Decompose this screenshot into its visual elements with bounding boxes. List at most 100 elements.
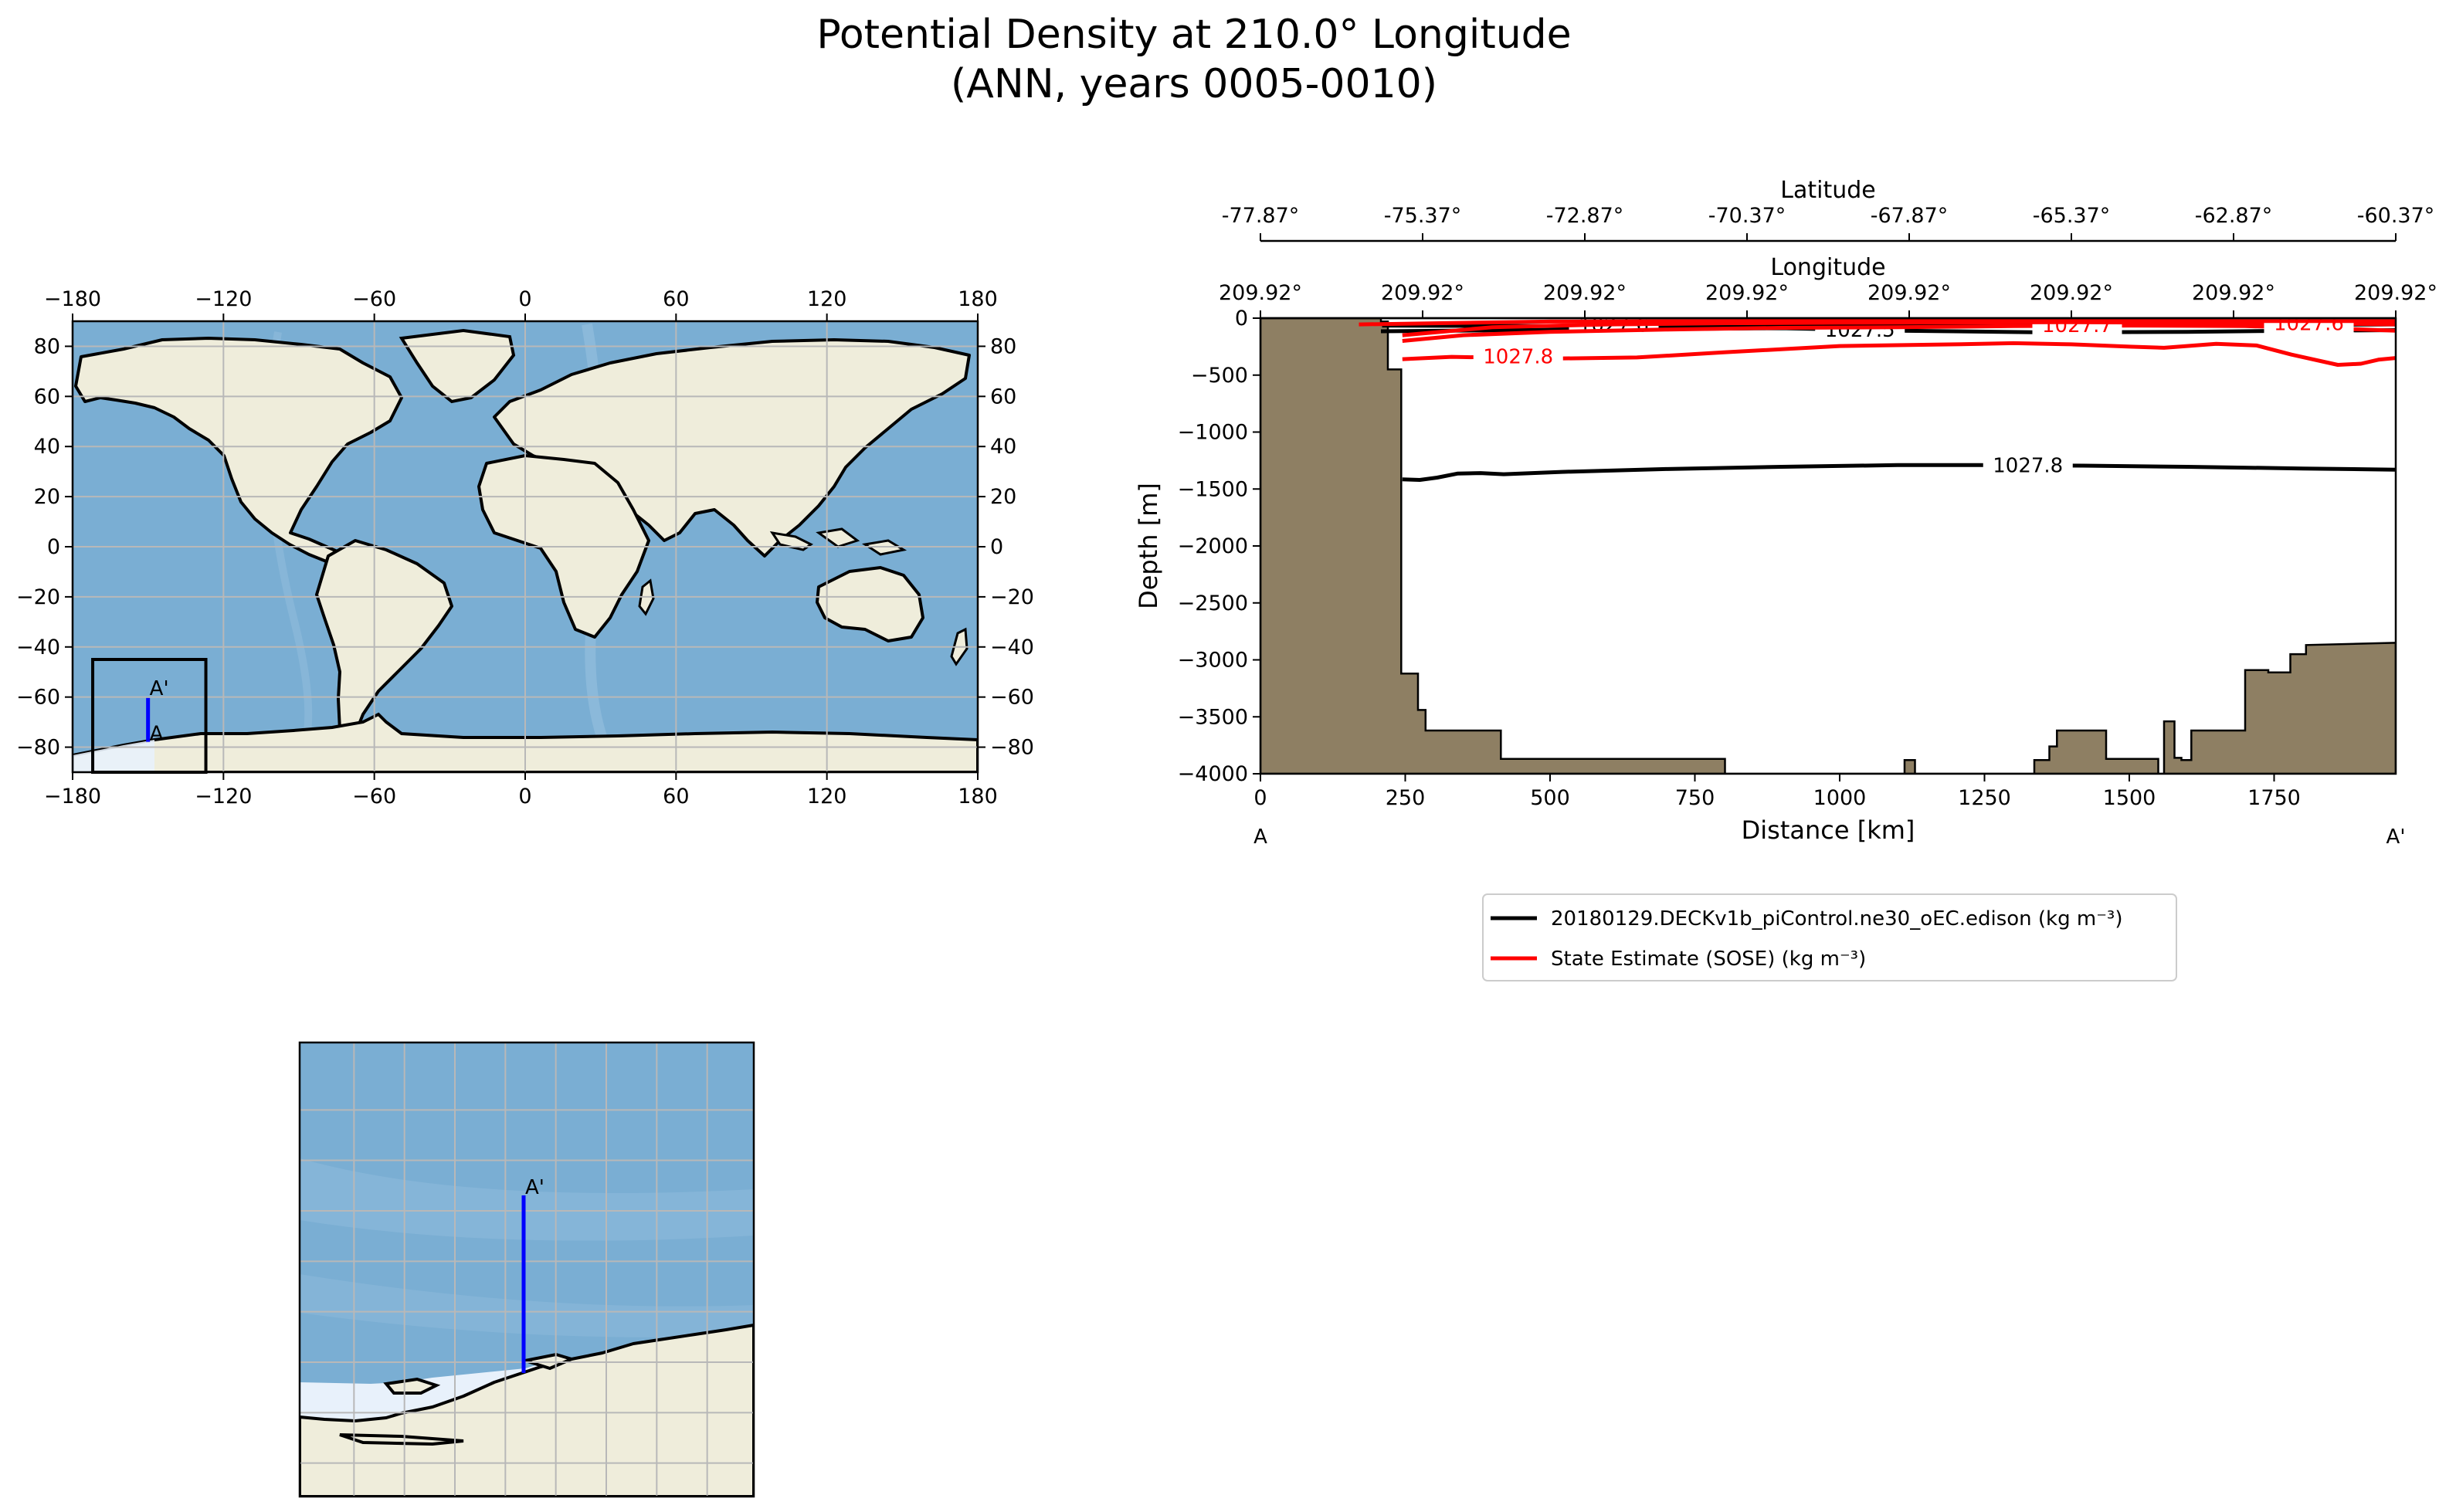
y-tick-label: −60 <box>990 686 1034 710</box>
y-tick-label: 60 <box>34 385 60 409</box>
x-tick-label: 1750 <box>2247 786 2301 810</box>
islands-southeast-asia <box>769 527 907 556</box>
latitude-tick-label: -72.87° <box>1546 204 1624 228</box>
latitude-tick-label: -75.37° <box>1384 204 1462 228</box>
x-tick-label: 0 <box>518 287 531 311</box>
x-tick-label: 1000 <box>1813 786 1867 810</box>
y-tick-label: 20 <box>34 485 60 509</box>
y-tick-label: 0 <box>990 535 1003 559</box>
x-tick-label: 60 <box>663 287 689 311</box>
y-tick-label: −1500 <box>1178 477 1248 501</box>
section-plot-area <box>1260 318 2396 774</box>
contour-label-bg <box>1473 344 1563 368</box>
y-tick-label: −40 <box>16 636 60 659</box>
legend: 20180129.DECKv1b_piControl.ne30_oEC.edis… <box>1482 893 2177 981</box>
y-tick-label: −80 <box>990 736 1034 760</box>
section-xlabel: Distance [km] <box>1742 815 1915 845</box>
contour-label-bg <box>1983 453 2073 476</box>
latitude-tick-label: -62.87° <box>2195 204 2273 228</box>
contour-label: 1027.6 <box>2274 313 2344 336</box>
latitude-tick-label: -67.87° <box>1871 204 1949 228</box>
latitude-tick-label: -70.37° <box>1708 204 1786 228</box>
y-tick-label: 20 <box>990 485 1016 509</box>
y-tick-label: −20 <box>16 585 60 609</box>
secondary-axes-ticks: 209.92° -77.87° 209.92° -75.37° 209.92° -72.8… <box>1219 204 2437 318</box>
x-tick-label: 250 <box>1386 786 1426 810</box>
obs-contour <box>1402 341 2396 367</box>
x-tick-label: −180 <box>44 785 101 809</box>
longitude-tick-label: 209.92° <box>2354 281 2437 305</box>
longitude-tick-label: 209.92° <box>1705 281 1789 305</box>
y-tick-label: −3000 <box>1178 649 1248 673</box>
section-ylabel: Depth [m] <box>1134 483 1163 609</box>
y-tick-label: 0 <box>1235 307 1248 331</box>
y-tick-label: 80 <box>34 334 60 358</box>
latitude-tick-label: -77.87° <box>1222 204 1300 228</box>
x-tick-label: −180 <box>44 287 101 311</box>
x-tick-label: 500 <box>1530 786 1570 810</box>
y-tick-label: −80 <box>16 736 60 760</box>
longitude-tick-label: 209.92° <box>2030 281 2113 305</box>
x-tick-label: 120 <box>807 785 847 809</box>
y-tick-label: 0 <box>47 535 60 559</box>
x-tick-label: −60 <box>352 287 396 311</box>
longitude-tick-label: 209.92° <box>1219 281 1302 305</box>
x-tick-label: −120 <box>195 287 252 311</box>
x-tick-label: 0 <box>518 785 531 809</box>
obs-contour <box>1402 320 2396 337</box>
x-tick-label: 180 <box>958 785 998 809</box>
y-tick-label: −60 <box>16 686 60 710</box>
x-tick-label: 180 <box>958 287 998 311</box>
longitude-tick-label: 209.92° <box>1543 281 1627 305</box>
chart-title-line2: (ANN, years 0005-0010) <box>951 61 1437 107</box>
longitude-axis-label: Longitude <box>1770 254 1885 281</box>
contour-label: 1027.8 <box>1483 345 1553 368</box>
legend-frame <box>1482 893 2177 981</box>
y-tick-label: −3500 <box>1178 705 1248 729</box>
legend-label-model: 20180129.DECKv1b_piControl.ne30_oEC.edis… <box>1551 907 2122 931</box>
zoom-map-panel: A' <box>298 1041 755 1498</box>
ocean-shading <box>300 1158 754 1241</box>
y-tick-label: −2000 <box>1178 534 1248 558</box>
zoom-map-frame <box>298 1041 755 1498</box>
global-map-panel: −180 −180 −120 −120 −60 −60 0 0 60 60 120 120 180 180… <box>16 287 1034 809</box>
transect-end-label: A' <box>150 677 169 700</box>
y-tick-label: −1000 <box>1178 421 1248 445</box>
ocean-shading <box>300 1274 754 1337</box>
global-map-ticks: −180 −180 −120 −120 −60 −60 0 0 60 60 120 120 180 180… <box>16 287 1034 809</box>
zoom-transect-end-label: A' <box>525 1176 544 1199</box>
coastal-island <box>339 1433 464 1446</box>
y-tick-label: 60 <box>990 385 1016 409</box>
section-start-label: A <box>1253 825 1267 849</box>
x-tick-label: −120 <box>195 785 252 809</box>
contour-label: 1027.8 <box>1993 454 2063 477</box>
y-tick-label: 40 <box>34 435 60 459</box>
latitude-tick-label: -65.37° <box>2033 204 2111 228</box>
x-tick-label: −60 <box>352 785 396 809</box>
x-tick-label: 750 <box>1675 786 1715 810</box>
x-tick-label: 60 <box>663 785 689 809</box>
continent-australia <box>816 566 924 642</box>
longitude-tick-label: 209.92° <box>1867 281 1951 305</box>
bathymetry <box>1260 318 2396 774</box>
x-tick-label: 1500 <box>2103 786 2156 810</box>
latitude-tick-label: -60.37° <box>2357 204 2435 228</box>
y-tick-label: −500 <box>1191 364 1248 388</box>
x-tick-label: 120 <box>807 287 847 311</box>
y-tick-label: −4000 <box>1178 762 1248 786</box>
coastal-island <box>383 1377 441 1395</box>
longitude-tick-label: 209.92° <box>2192 281 2275 305</box>
greenland <box>399 328 516 404</box>
latitude-axis-label: Latitude <box>1780 177 1875 204</box>
transect-start-label: A <box>150 723 164 746</box>
y-tick-label: −20 <box>990 585 1034 609</box>
continent-south-america <box>315 539 453 743</box>
section-end-label: A' <box>2386 825 2406 849</box>
y-tick-label: −40 <box>990 636 1034 659</box>
obs-contour <box>1359 318 2396 327</box>
y-tick-label: 40 <box>990 435 1016 459</box>
inset-region-box <box>91 658 208 774</box>
longitude-tick-label: 209.92° <box>1381 281 1464 305</box>
zoom-map-gridlines <box>300 1042 754 1497</box>
